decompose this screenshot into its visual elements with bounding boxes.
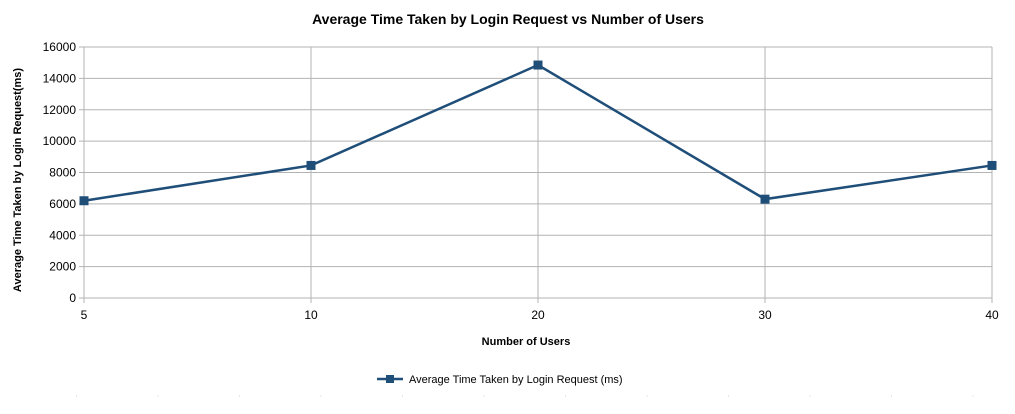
y-tick-label: 6000	[49, 197, 76, 211]
series-group	[79, 60, 997, 206]
data-point-marker	[987, 160, 997, 170]
y-axis-ticks: 0 2000 4000 6000 8000 10000 12000 14000 16000	[43, 40, 84, 305]
x-tick-label: 10	[304, 308, 318, 322]
legend-marker	[386, 375, 394, 383]
x-axis-title: Number of Users	[482, 336, 571, 348]
data-point-marker	[306, 160, 316, 170]
y-tick-label: 16000	[43, 40, 77, 54]
x-axis-ticks: 5 10 20 30 40	[81, 298, 999, 322]
y-tick-label: 10000	[43, 134, 77, 148]
data-point-marker	[79, 196, 89, 206]
x-tick-label: 20	[531, 308, 545, 322]
legend: Average Time Taken by Login Request (ms)	[377, 374, 623, 386]
legend-label: Average Time Taken by Login Request (ms)	[409, 374, 623, 386]
y-tick-label: 4000	[49, 228, 76, 242]
x-tick-label: 5	[81, 308, 88, 322]
chart-title: Average Time Taken by Login Request vs N…	[312, 11, 704, 27]
data-point-marker	[533, 60, 543, 70]
x-tick-label: 30	[758, 308, 772, 322]
y-tick-label: 14000	[43, 71, 77, 85]
gridlines	[84, 46, 993, 298]
y-tick-label: 12000	[43, 103, 77, 117]
y-axis-title: Average Time Taken by Login Request(ms)	[12, 68, 24, 292]
y-tick-label: 2000	[49, 260, 76, 274]
x-tick-label: 40	[985, 308, 999, 322]
data-point-marker	[760, 194, 770, 204]
y-tick-label: 0	[69, 291, 76, 305]
y-tick-label: 8000	[49, 166, 76, 180]
